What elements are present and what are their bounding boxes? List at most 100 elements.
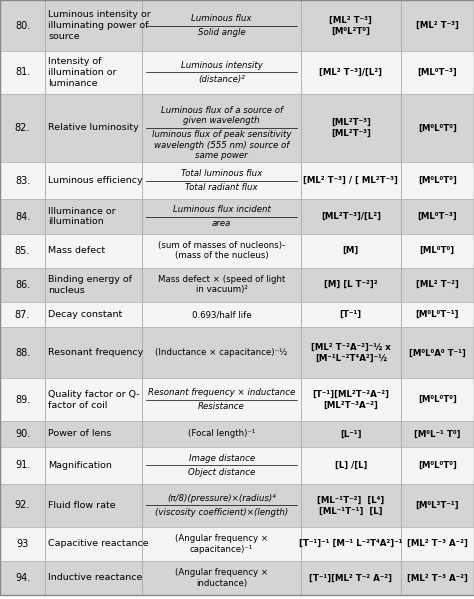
Text: Luminous flux: Luminous flux <box>191 14 252 23</box>
Bar <box>45 268 142 302</box>
Text: [ML² T⁻²]: [ML² T⁻²] <box>416 280 459 289</box>
Bar <box>0 484 45 527</box>
Text: 89.: 89. <box>15 395 30 405</box>
Bar <box>0 327 45 379</box>
Bar <box>0 561 45 595</box>
Bar <box>142 234 301 268</box>
Bar <box>301 268 401 302</box>
Bar <box>142 379 301 421</box>
Bar <box>0 162 45 199</box>
Bar <box>0 527 45 561</box>
Bar <box>301 0 401 51</box>
Text: (Angular frequency ×
capacitance)⁻¹: (Angular frequency × capacitance)⁻¹ <box>175 534 268 553</box>
Bar <box>0 0 45 51</box>
Text: 90.: 90. <box>15 429 30 439</box>
Bar <box>142 527 301 561</box>
Text: [T⁻¹][ML²T⁻²A⁻²]
[ML²T⁻³A⁻²]: [T⁻¹][ML²T⁻²A⁻²] [ML²T⁻³A⁻²] <box>312 390 389 410</box>
Text: [ML² T⁻³]/[L²]: [ML² T⁻³]/[L²] <box>319 68 382 77</box>
Text: 82.: 82. <box>15 123 30 133</box>
Text: Magnification: Magnification <box>48 461 112 470</box>
Text: [ML⁰T⁰]: [ML⁰T⁰] <box>419 246 455 255</box>
Bar <box>45 527 142 561</box>
Text: 93: 93 <box>17 539 28 549</box>
Text: Capacitive reactance: Capacitive reactance <box>48 539 149 548</box>
Bar <box>301 199 401 234</box>
Bar <box>142 421 301 447</box>
Text: (Angular frequency ×
inductance): (Angular frequency × inductance) <box>175 568 268 588</box>
Bar <box>142 447 301 484</box>
Text: [T⁻¹]⁻¹ [M⁻¹ L⁻²T⁴A²]⁻¹: [T⁻¹]⁻¹ [M⁻¹ L⁻²T⁴A²]⁻¹ <box>299 539 402 548</box>
Bar <box>45 421 142 447</box>
Text: 86.: 86. <box>15 280 30 290</box>
Bar <box>301 234 401 268</box>
Text: [M⁰L⁰T⁻¹]: [M⁰L⁰T⁻¹] <box>416 310 459 319</box>
Bar <box>45 484 142 527</box>
Text: [T⁻¹][ML² T⁻² A⁻²]: [T⁻¹][ML² T⁻² A⁻²] <box>309 573 392 582</box>
Text: Mass defect: Mass defect <box>48 246 105 255</box>
Bar <box>45 0 142 51</box>
Bar <box>301 302 401 327</box>
Text: Power of lens: Power of lens <box>48 429 111 438</box>
Text: Luminous intensity or
illuminating power of
source: Luminous intensity or illuminating power… <box>48 10 151 41</box>
Text: Luminous flux of a source of
given wavelength: Luminous flux of a source of given wavel… <box>161 106 283 125</box>
Text: 87.: 87. <box>15 310 30 319</box>
Text: 84.: 84. <box>15 211 30 222</box>
Text: (viscosity coefficient)×(length): (viscosity coefficient)×(length) <box>155 508 288 517</box>
Text: (Inductance × capacitance)⁻½: (Inductance × capacitance)⁻½ <box>155 349 288 358</box>
Text: [L⁻¹]: [L⁻¹] <box>340 429 362 438</box>
Bar <box>142 484 301 527</box>
Bar <box>301 447 401 484</box>
Text: [M⁰L⁻¹ T⁰]: [M⁰L⁻¹ T⁰] <box>414 429 461 438</box>
Bar <box>401 527 474 561</box>
Bar <box>45 51 142 94</box>
Text: (sum of masses of nucleons)-
(mass of the nucleus): (sum of masses of nucleons)- (mass of th… <box>158 241 285 261</box>
Bar <box>401 561 474 595</box>
Text: (π/8)(pressure)×(radius)⁴: (π/8)(pressure)×(radius)⁴ <box>167 494 276 503</box>
Text: [M⁰L⁰T⁰]: [M⁰L⁰T⁰] <box>418 123 457 132</box>
Bar <box>0 234 45 268</box>
Bar <box>142 51 301 94</box>
Bar <box>401 327 474 379</box>
Bar <box>301 94 401 162</box>
Bar <box>45 302 142 327</box>
Bar <box>45 379 142 421</box>
Bar <box>45 199 142 234</box>
Text: 81.: 81. <box>15 68 30 77</box>
Text: Luminous intensity: Luminous intensity <box>181 61 263 70</box>
Text: Mass defect × (speed of light
in vacuum)²: Mass defect × (speed of light in vacuum)… <box>158 275 285 295</box>
Text: [ML⁰T⁻³]: [ML⁰T⁻³] <box>418 68 457 77</box>
Bar <box>0 302 45 327</box>
Bar <box>401 162 474 199</box>
Text: [ML² T⁻³ A⁻²]: [ML² T⁻³ A⁻²] <box>407 539 468 548</box>
Text: Solid angle: Solid angle <box>198 28 246 37</box>
Text: 80.: 80. <box>15 20 30 31</box>
Text: 88.: 88. <box>15 348 30 358</box>
Bar <box>0 421 45 447</box>
Bar <box>0 51 45 94</box>
Bar <box>401 268 474 302</box>
Text: [M] [L T⁻²]²: [M] [L T⁻²]² <box>324 280 378 289</box>
Text: Luminous flux incident: Luminous flux incident <box>173 205 271 214</box>
Text: [M⁰L⁰T⁰]: [M⁰L⁰T⁰] <box>418 461 457 470</box>
Text: 91.: 91. <box>15 461 30 470</box>
Text: Resonant frequency: Resonant frequency <box>48 349 143 358</box>
Text: [ML⁰T⁻³]: [ML⁰T⁻³] <box>418 212 457 221</box>
Bar <box>0 379 45 421</box>
Text: (distance)²: (distance)² <box>198 75 245 84</box>
Bar <box>301 379 401 421</box>
Text: Total luminous flux: Total luminous flux <box>181 169 262 179</box>
Bar <box>401 379 474 421</box>
Text: area: area <box>212 219 231 228</box>
Text: Illuminance or
illumination: Illuminance or illumination <box>48 207 116 226</box>
Text: Resonant frequency × inductance: Resonant frequency × inductance <box>148 388 295 397</box>
Text: Resistance: Resistance <box>198 403 245 412</box>
Bar <box>142 327 301 379</box>
Bar <box>142 0 301 51</box>
Bar <box>401 51 474 94</box>
Text: [L] /[L]: [L] /[L] <box>335 461 367 470</box>
Text: [M⁰L⁰A⁰ T⁻¹]: [M⁰L⁰A⁰ T⁻¹] <box>409 349 465 358</box>
Text: luminous flux of peak sensitivity
wavelength (555 nm) source of
same power: luminous flux of peak sensitivity wavele… <box>152 131 292 160</box>
Text: [ML² T⁻³]: [ML² T⁻³] <box>416 21 459 30</box>
Text: [M⁰L⁰T⁰]: [M⁰L⁰T⁰] <box>418 176 457 185</box>
Bar <box>401 0 474 51</box>
